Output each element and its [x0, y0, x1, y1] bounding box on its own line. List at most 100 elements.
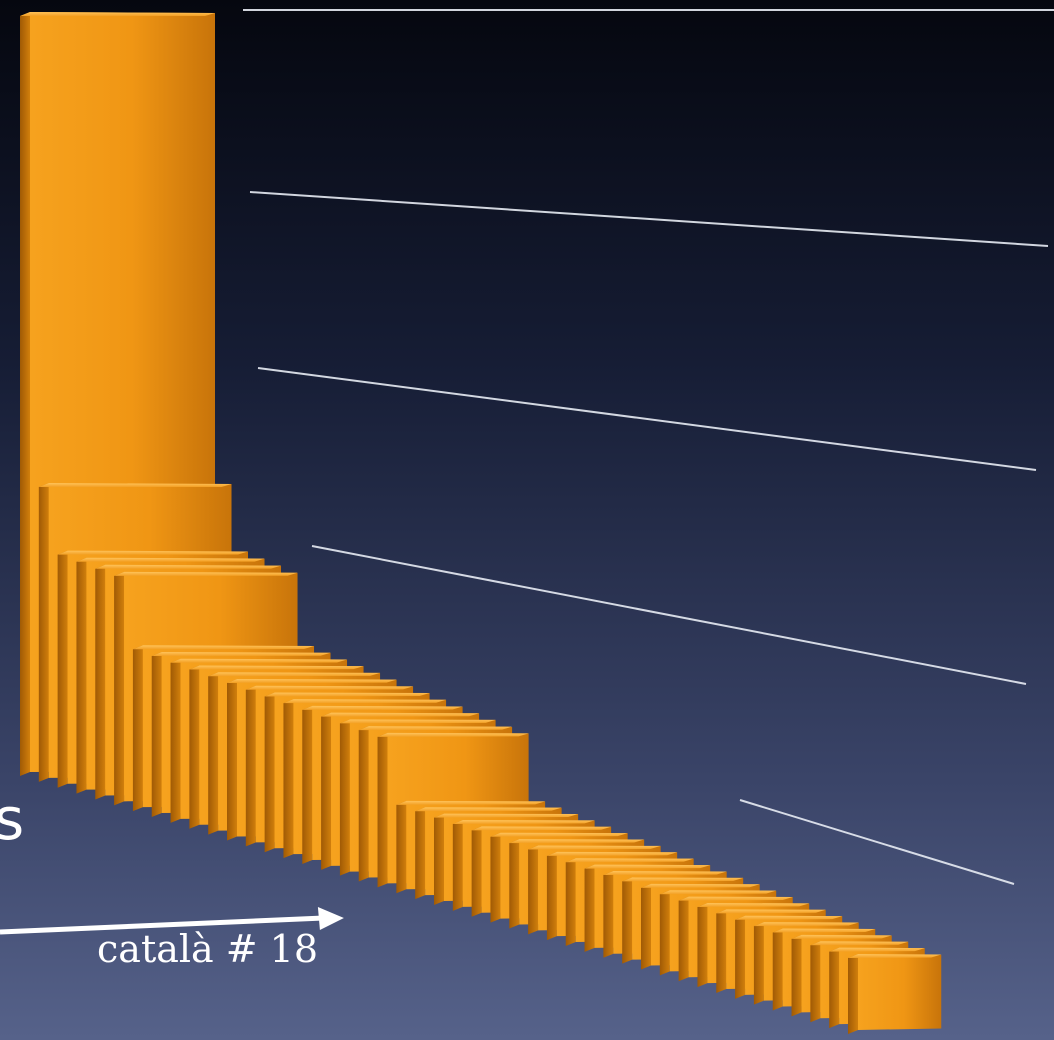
bar-side	[415, 807, 426, 900]
bar-top	[509, 839, 645, 844]
bar-side	[791, 934, 802, 1017]
bar-top	[528, 845, 661, 850]
bar-top	[95, 564, 282, 569]
bar-side	[452, 819, 463, 911]
bar-top	[791, 934, 892, 939]
bar-side	[339, 719, 350, 876]
bar-side	[753, 922, 764, 1005]
bar-top	[377, 732, 529, 737]
bar-top	[697, 902, 810, 907]
bar-top	[584, 864, 711, 869]
bar-top	[452, 819, 595, 824]
bar-top	[735, 915, 843, 920]
bar-side	[509, 839, 520, 929]
annotation-label: català # 18	[97, 927, 319, 971]
bars	[20, 12, 942, 1034]
bar-side	[659, 890, 670, 976]
bar-side	[321, 712, 332, 870]
bar-top	[678, 896, 793, 901]
bar-side	[132, 645, 143, 812]
bar-top	[848, 954, 942, 959]
bar-side	[396, 800, 407, 894]
bar-top	[132, 645, 315, 650]
bar-top	[434, 813, 579, 818]
bar-top	[20, 12, 215, 17]
bar-side	[490, 832, 501, 923]
bar-top	[264, 692, 430, 697]
bar-top	[302, 705, 463, 710]
bar-side	[434, 813, 444, 905]
bar-side	[641, 883, 651, 970]
bar-side	[114, 571, 125, 806]
bar-top	[76, 557, 265, 562]
bar-side	[697, 902, 708, 988]
bar-side	[245, 685, 256, 847]
bar-side	[848, 954, 858, 1034]
bar-top	[603, 871, 727, 876]
bar-side	[772, 928, 783, 1011]
bar-top	[339, 719, 496, 724]
bar-top	[546, 851, 678, 856]
bar-side	[38, 483, 49, 782]
bar-top	[829, 947, 925, 952]
bar-side	[678, 896, 689, 982]
bar-top	[189, 665, 364, 670]
bar-top	[283, 699, 447, 704]
bar-top	[38, 483, 232, 488]
gridlines	[243, 9, 1054, 885]
gridline-5	[739, 799, 1015, 885]
bar-side	[622, 877, 633, 964]
bar-side	[528, 845, 539, 935]
bar-top	[227, 678, 397, 683]
gridline-3	[257, 367, 1037, 471]
gridline-2	[249, 191, 1049, 247]
bar-side	[302, 705, 313, 864]
bar-side	[76, 557, 87, 794]
bar-side	[358, 726, 369, 882]
bar-side	[95, 564, 106, 800]
bar-side	[377, 732, 388, 888]
bar-top	[490, 832, 628, 837]
bar-side	[208, 672, 219, 835]
bar-top	[753, 922, 859, 927]
bar-top	[716, 909, 826, 914]
bar-side	[716, 909, 727, 993]
bar-top	[245, 685, 414, 690]
bar-side	[189, 665, 200, 829]
annotation	[0, 907, 344, 935]
bar-45	[848, 954, 942, 1034]
bar-side	[227, 678, 237, 841]
bar-side	[829, 947, 840, 1029]
gridline-4	[311, 545, 1027, 685]
bar-side	[603, 871, 614, 958]
bar-top	[57, 550, 249, 555]
bar-side	[546, 851, 557, 941]
bar-side	[57, 550, 68, 788]
bar-top	[810, 941, 909, 946]
bar-top	[641, 883, 760, 888]
bar-top	[358, 726, 513, 731]
bar-top	[114, 571, 298, 576]
bar-top	[415, 807, 562, 812]
bar-top	[396, 800, 546, 805]
bar-side	[471, 826, 482, 917]
bar-side	[810, 941, 821, 1023]
bar-side	[170, 658, 181, 823]
annotation-arrow-head	[317, 907, 344, 930]
bar-side	[735, 915, 746, 999]
bar-top	[622, 877, 744, 882]
bar-top	[772, 928, 876, 933]
annotation-arrow-line	[0, 915, 325, 935]
bar-side	[283, 699, 294, 859]
bar-side	[584, 864, 595, 952]
bar-top	[471, 826, 612, 831]
bar-side	[20, 12, 30, 776]
bar-top	[170, 658, 348, 663]
bar-top	[208, 672, 381, 677]
bar-side	[264, 692, 275, 853]
bar-top	[151, 651, 331, 656]
bar-top	[565, 858, 694, 863]
cropped-edge-text: s	[0, 785, 25, 853]
bar-top	[659, 890, 777, 895]
